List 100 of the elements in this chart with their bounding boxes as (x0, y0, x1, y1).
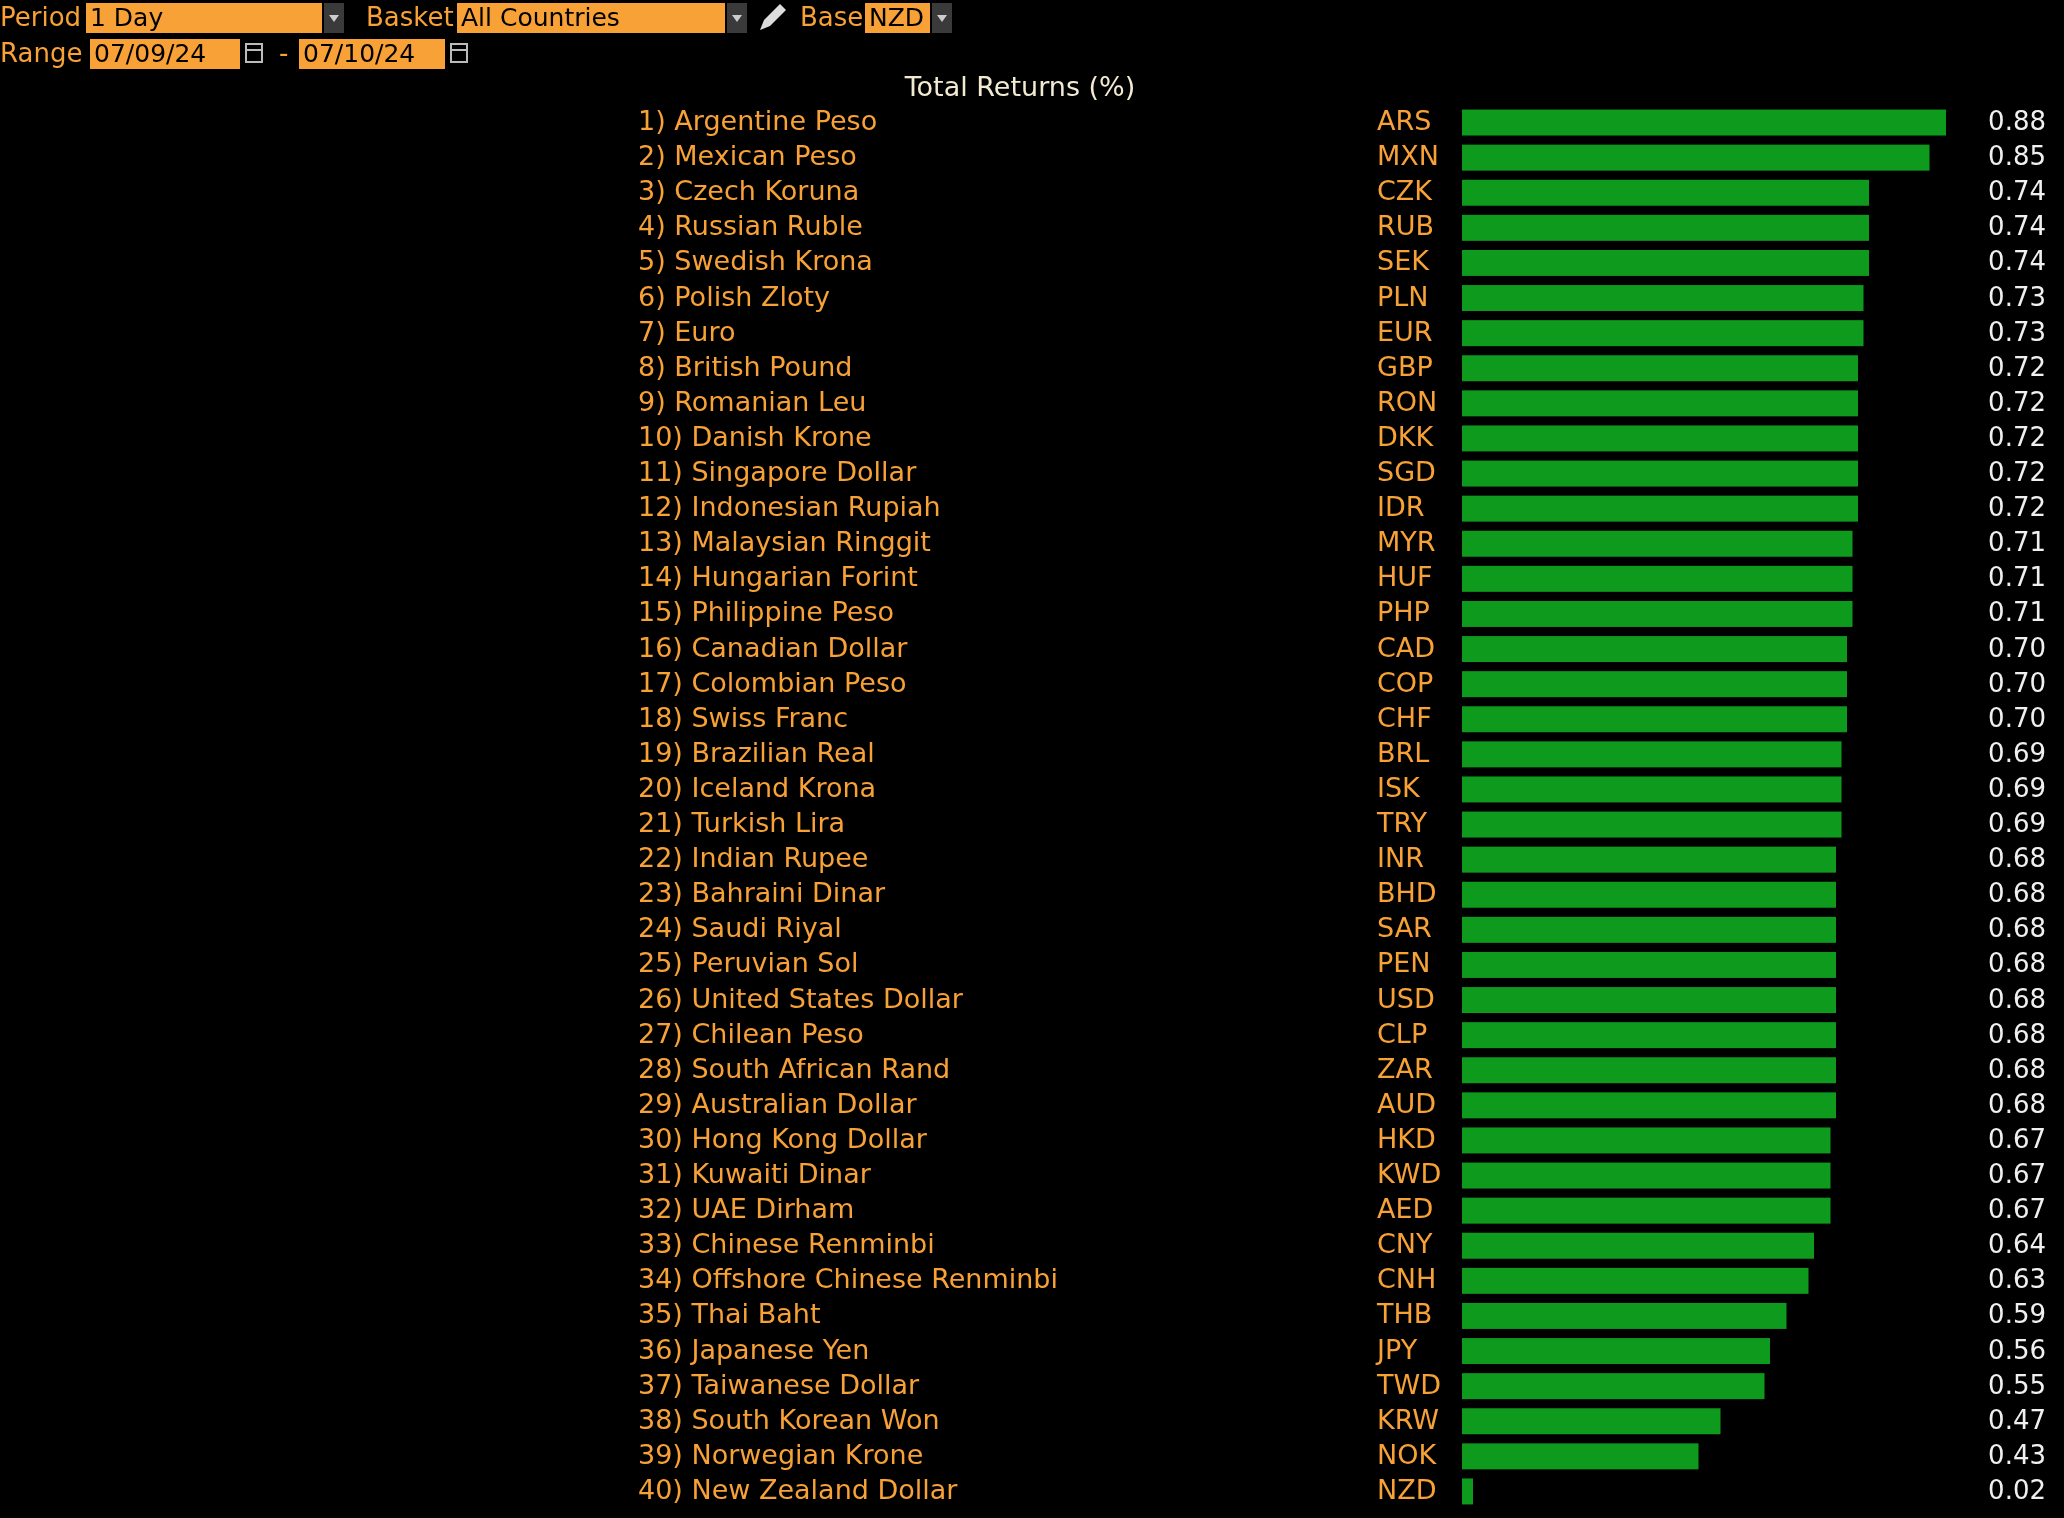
y2-tick-label: BHD (1377, 877, 1437, 909)
bar (1462, 425, 1858, 452)
bar (1462, 285, 1864, 312)
y2-tick-label: TRY (1376, 807, 1428, 839)
y-tick-label: 15) Philippine Peso (638, 596, 894, 628)
y2-tick-label: THB (1376, 1298, 1433, 1330)
y2-tick-label: BRL (1377, 736, 1430, 768)
text: All Countries (461, 3, 620, 32)
y-tick-label: 19) Brazilian Real (638, 736, 875, 768)
text: Base (800, 1, 864, 32)
bar (1462, 811, 1842, 838)
y2-tick-label: CZK (1377, 175, 1434, 207)
bar (1462, 1443, 1699, 1470)
data-label: 0.64 (1988, 1229, 2046, 1260)
y2-tick-label: ARS (1377, 105, 1432, 137)
data-label: 0.72 (1988, 386, 2046, 417)
data-label: 0.68 (1988, 843, 2046, 874)
y2-tick-label: KRW (1377, 1403, 1440, 1435)
y-tick-label: 10) Danish Krone (638, 420, 872, 452)
y-tick-label: 11) Singapore Dollar (638, 456, 918, 488)
data-label: 0.88 (1988, 106, 2046, 137)
y-tick-label: 14) Hungarian Forint (638, 561, 918, 593)
bar (1462, 916, 1836, 943)
y-tick-label: 21) Turkish Lira (638, 807, 846, 839)
data-label: 0.72 (1988, 351, 2046, 382)
bar (1462, 1232, 1814, 1259)
data-label: 0.69 (1988, 808, 2046, 839)
data-label: 0.68 (1988, 1053, 2046, 1084)
data-label: 0.71 (1988, 562, 2046, 593)
y-tick-label: 38) South Korean Won (638, 1403, 940, 1435)
bar (1462, 214, 1869, 241)
y2-tick-label: DKK (1377, 420, 1435, 452)
y2-tick-label: ZAR (1377, 1052, 1433, 1084)
data-label: 0.68 (1988, 878, 2046, 909)
y2-tick-label: CHF (1377, 701, 1432, 733)
text: Basket (366, 1, 454, 32)
bar (1462, 951, 1836, 978)
y-tick-label: 36) Japanese Yen (638, 1333, 870, 1365)
bar (1462, 741, 1842, 768)
y-tick-label: 5) Swedish Krona (638, 245, 873, 277)
y-tick-label: 33) Chinese Renminbi (638, 1228, 935, 1260)
text: 07/10/24 (303, 39, 416, 68)
y2-tick-label: CNH (1377, 1263, 1437, 1295)
data-label: 0.55 (1988, 1369, 2046, 1400)
bar (1462, 390, 1858, 417)
bar (1462, 846, 1836, 873)
bar (1462, 881, 1836, 908)
y2-tick-label: HKD (1377, 1122, 1436, 1154)
y-tick-label: 13) Malaysian Ringgit (638, 526, 931, 558)
y-tick-label: 20) Iceland Krona (638, 771, 877, 803)
y-tick-label: 32) UAE Dirham (638, 1193, 855, 1225)
bar (1462, 1197, 1831, 1224)
bar (1462, 1302, 1787, 1329)
bar (1462, 530, 1853, 557)
y2-tick-label: CLP (1377, 1017, 1428, 1049)
data-label: 0.59 (1988, 1299, 2046, 1330)
y2-tick-label: KWD (1377, 1158, 1442, 1190)
bar (1462, 144, 1930, 171)
y2-tick-label: TWD (1376, 1368, 1441, 1400)
y-tick-label: 26) United States Dollar (638, 982, 964, 1014)
y2-tick-label: RON (1377, 385, 1438, 417)
data-label: 0.43 (1988, 1439, 2046, 1470)
text: Period (0, 1, 82, 32)
data-label: 0.68 (1988, 983, 2046, 1014)
y2-tick-label: GBP (1377, 350, 1433, 382)
y2-tick-label: EUR (1377, 315, 1433, 347)
data-label: 0.02 (1988, 1474, 2046, 1505)
bar (1462, 1022, 1836, 1049)
y2-tick-label: SGD (1377, 456, 1436, 488)
bar (1462, 1267, 1809, 1294)
y-tick-label: 1) Argentine Peso (638, 105, 878, 137)
data-label: 0.56 (1988, 1334, 2046, 1365)
y2-tick-label: SAR (1377, 912, 1432, 944)
bar (1462, 706, 1847, 733)
y-tick-label: 4) Russian Ruble (638, 210, 863, 242)
bar (1462, 671, 1847, 698)
bar (1462, 565, 1853, 592)
y2-tick-label: CAD (1377, 631, 1436, 663)
text: Range (0, 37, 83, 68)
y-tick-label: 28) South African Rand (638, 1052, 951, 1084)
y2-tick-label: ISK (1377, 771, 1422, 803)
y-tick-label: 8) British Pound (638, 350, 853, 382)
y-tick-label: 16) Canadian Dollar (638, 631, 909, 663)
y-tick-label: 29) Australian Dollar (638, 1087, 918, 1119)
data-label: 0.67 (1988, 1194, 2046, 1225)
data-label: 0.67 (1988, 1159, 2046, 1190)
bar (1462, 1338, 1770, 1365)
bar (1462, 600, 1853, 627)
data-label: 0.68 (1988, 948, 2046, 979)
y2-tick-label: USD (1377, 982, 1435, 1014)
y-tick-label: 34) Offshore Chinese Renminbi (638, 1263, 1059, 1295)
y2-tick-label: NOK (1377, 1438, 1438, 1470)
data-label: 0.72 (1988, 457, 2046, 488)
data-label: 0.72 (1988, 421, 2046, 452)
data-label: 0.74 (1988, 211, 2046, 242)
y2-tick-label: PEN (1377, 947, 1431, 979)
y2-tick-label: MXN (1377, 140, 1439, 172)
data-label: 0.69 (1988, 737, 2046, 768)
y2-tick-label: PHP (1377, 596, 1430, 628)
bar (1462, 1162, 1831, 1189)
